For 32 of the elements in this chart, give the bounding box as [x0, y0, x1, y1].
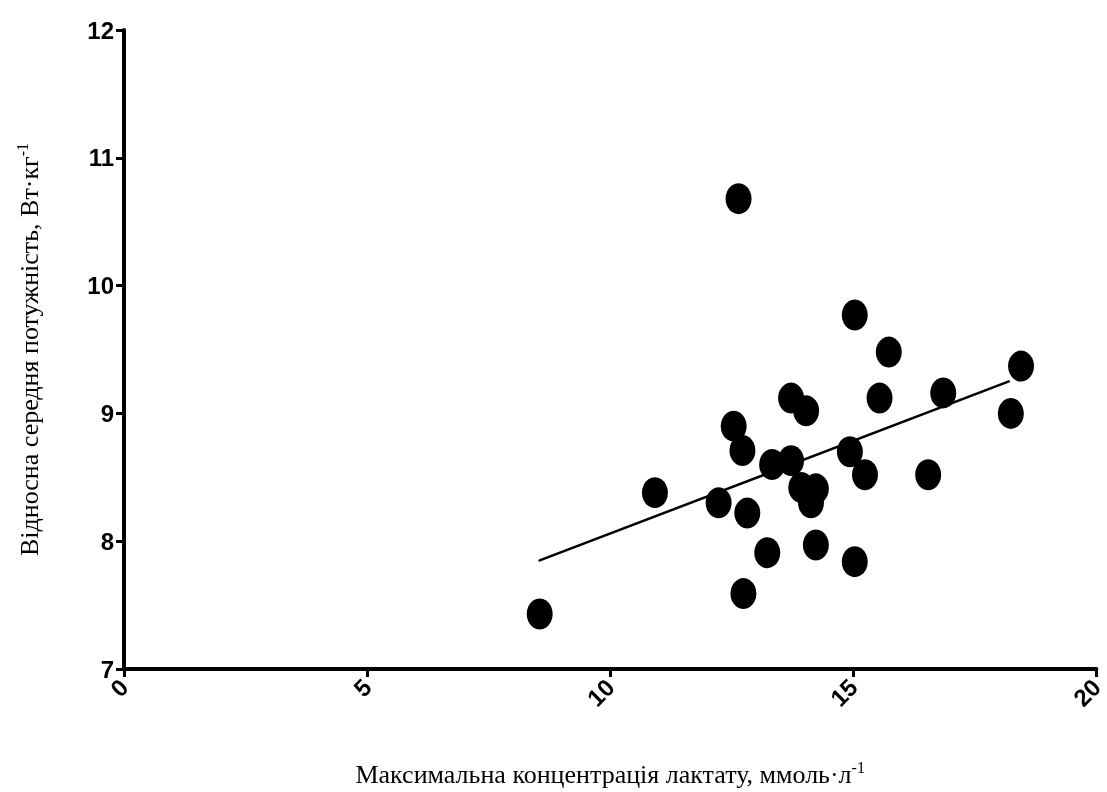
point — [997, 397, 1024, 429]
point — [802, 529, 829, 561]
point — [730, 578, 757, 610]
point — [851, 459, 878, 491]
x-tick-label: 10 — [581, 673, 620, 712]
point — [526, 598, 553, 630]
x-tick-label: 15 — [824, 673, 863, 712]
point — [725, 183, 752, 215]
point — [836, 436, 863, 468]
point — [641, 477, 668, 509]
y-tick-label: 8 — [100, 527, 114, 555]
point — [930, 377, 957, 409]
point — [729, 434, 756, 466]
point — [866, 382, 893, 414]
point — [841, 299, 868, 331]
x-tick-label: 20 — [1067, 673, 1106, 712]
y-tick-label: 7 — [100, 655, 114, 683]
point — [875, 336, 902, 368]
point — [841, 546, 868, 578]
point — [915, 459, 942, 491]
point — [705, 487, 732, 519]
y-tick-label: 11 — [88, 144, 114, 172]
point — [734, 497, 761, 529]
y-tick-label: 9 — [100, 399, 114, 427]
x-tick-label: 5 — [348, 673, 377, 702]
y-tick-label: 10 — [87, 272, 114, 300]
point — [720, 410, 747, 442]
point — [793, 395, 820, 427]
y-axis-title: Відносна середня потужність, Вт·кг-1 — [13, 142, 44, 557]
point — [754, 537, 781, 569]
y-tick-label: 12 — [87, 16, 114, 44]
point — [1008, 350, 1035, 382]
